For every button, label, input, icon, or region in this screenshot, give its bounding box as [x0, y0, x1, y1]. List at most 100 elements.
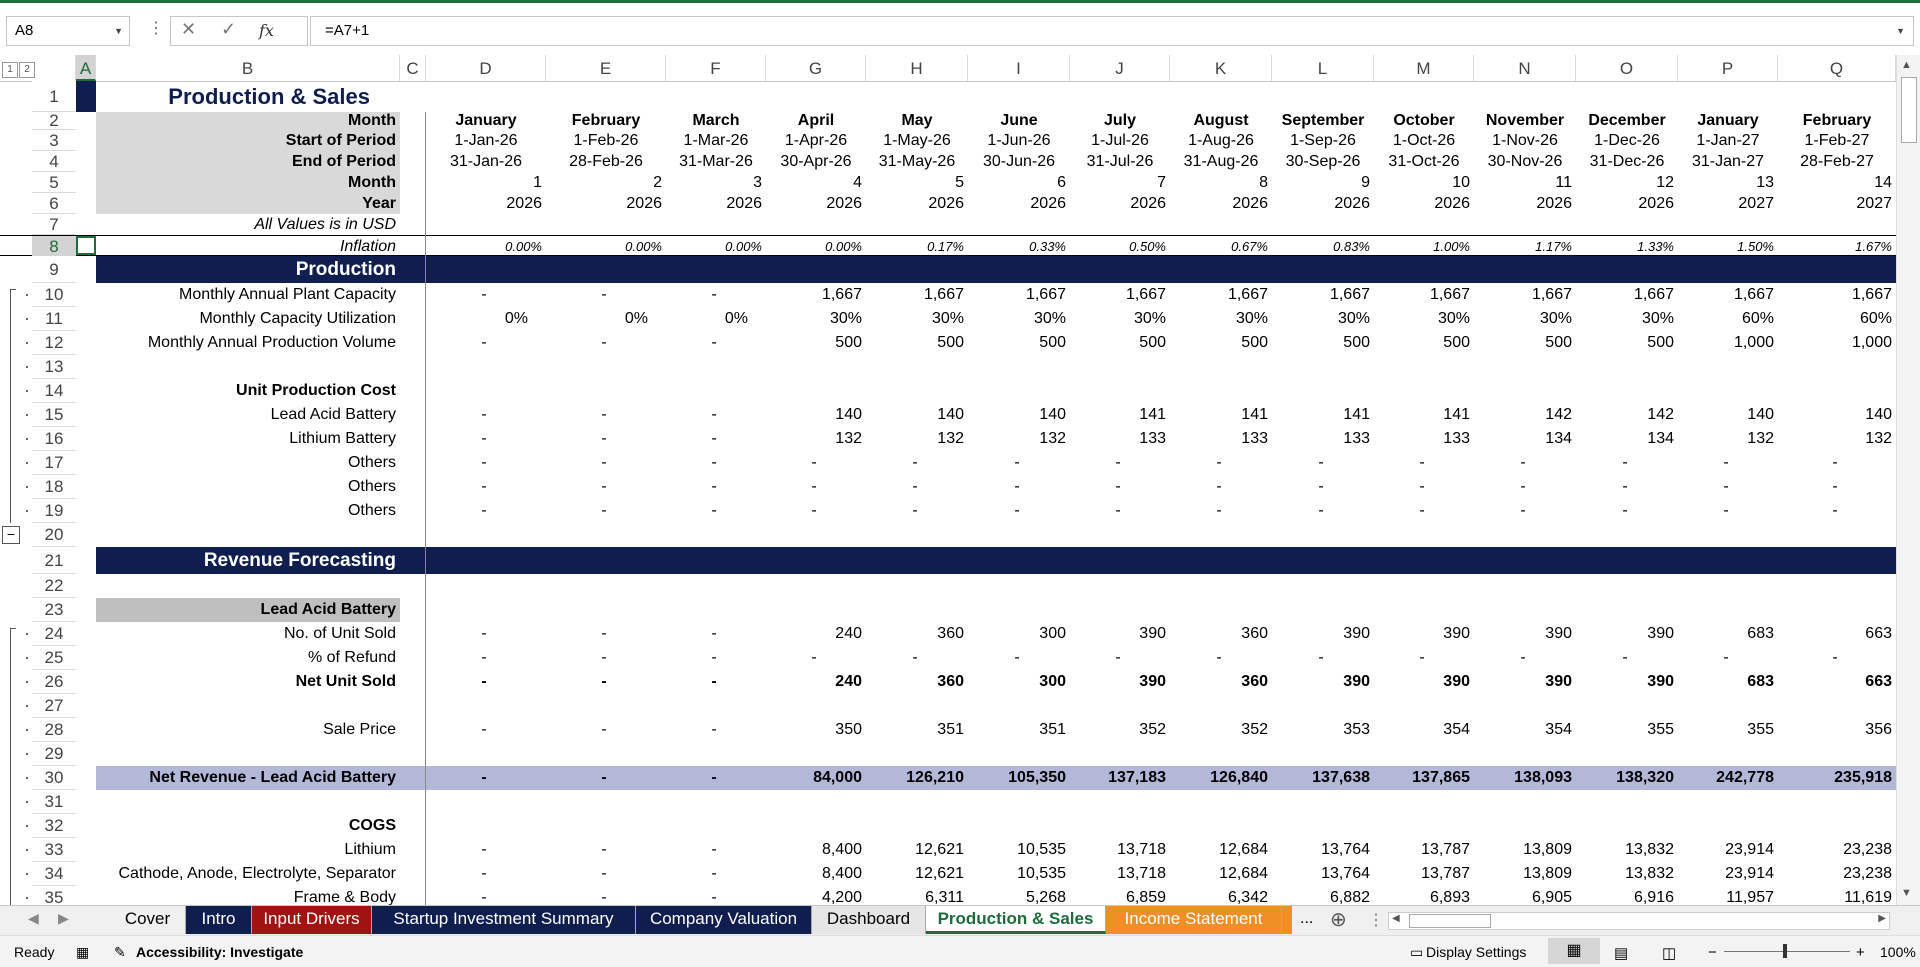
page-break-icon[interactable]: ◫ — [1662, 945, 1677, 962]
data-cell[interactable]: - — [601, 406, 607, 423]
data-cell[interactable]: - — [1115, 502, 1121, 519]
data-cell[interactable]: 2026 — [506, 195, 542, 212]
data-cell[interactable]: 1,667 — [1125, 286, 1166, 303]
data-cell[interactable]: - — [711, 649, 717, 666]
macro-icon[interactable]: ▦ — [76, 944, 90, 960]
row-header[interactable]: 28 — [32, 718, 76, 742]
data-cell[interactable]: - — [1520, 454, 1526, 471]
row-label[interactable]: All Values is in USD — [254, 216, 396, 233]
data-cell[interactable]: 9 — [1361, 174, 1370, 191]
data-cell[interactable]: 1,667 — [1851, 286, 1892, 303]
data-cell[interactable]: 1-May-26 — [883, 132, 951, 149]
data-cell[interactable]: 30% — [1437, 310, 1470, 327]
row-header[interactable]: 3 — [32, 130, 76, 151]
column-header[interactable]: O — [1576, 55, 1678, 81]
data-cell[interactable]: November — [1485, 112, 1565, 129]
data-cell[interactable]: 1.50% — [1737, 239, 1774, 254]
data-cell[interactable]: 13,718 — [1117, 841, 1166, 858]
column-header[interactable]: M — [1374, 55, 1474, 81]
data-cell[interactable]: 390 — [1343, 625, 1370, 642]
data-cell[interactable]: - — [601, 721, 607, 738]
data-cell[interactable]: 30-Nov-26 — [1487, 153, 1563, 170]
check-icon[interactable]: ✓ — [221, 19, 237, 39]
data-cell[interactable]: 2027 — [1856, 195, 1892, 212]
row-header[interactable]: 29 — [32, 742, 76, 766]
row-header[interactable]: 22 — [32, 574, 76, 598]
row-label[interactable]: Unit Production Cost — [236, 382, 396, 399]
data-cell[interactable]: - — [481, 841, 487, 858]
scroll-down-icon[interactable]: ▼ — [1901, 887, 1912, 899]
column-header[interactable]: N — [1474, 55, 1576, 81]
row-label[interactable]: COGS — [348, 817, 396, 834]
data-cell[interactable]: 0.83% — [1333, 239, 1370, 254]
row-label[interactable] — [96, 742, 400, 766]
row-label[interactable] — [96, 523, 400, 547]
data-cell[interactable]: 360 — [937, 625, 964, 642]
row-label[interactable]: Net Revenue - Lead Acid Battery — [149, 769, 396, 786]
add-sheet-icon[interactable]: ⊕ — [1330, 909, 1347, 931]
data-cell[interactable]: 1-Jan-26 — [454, 132, 518, 149]
data-cell[interactable]: - — [1832, 649, 1838, 666]
data-cell[interactable]: 0.67% — [1231, 239, 1268, 254]
data-cell[interactable]: 350 — [835, 721, 862, 738]
sheet-tab[interactable]: Input Drivers — [252, 906, 372, 934]
data-cell[interactable]: 240 — [835, 625, 862, 642]
data-cell[interactable]: - — [912, 454, 918, 471]
data-cell[interactable]: May — [901, 112, 933, 129]
data-cell[interactable]: 4,200 — [821, 889, 862, 905]
data-cell[interactable]: - — [1723, 478, 1729, 495]
data-cell[interactable]: 142 — [1545, 406, 1572, 423]
data-cell[interactable]: 1-Jan-27 — [1696, 132, 1760, 149]
data-cell[interactable]: 140 — [937, 406, 964, 423]
row-header[interactable]: 2 — [32, 112, 76, 130]
data-cell[interactable]: 1,667 — [821, 286, 862, 303]
data-cell[interactable]: 5,268 — [1025, 889, 1066, 905]
data-cell[interactable]: 663 — [1865, 625, 1892, 642]
row-label[interactable]: Lead Acid Battery — [96, 598, 400, 622]
data-cell[interactable]: 28-Feb-26 — [569, 153, 643, 170]
data-cell[interactable]: 1.00% — [1433, 239, 1470, 254]
more-options-icon[interactable]: ⋮ — [148, 20, 164, 37]
data-cell[interactable]: - — [811, 454, 817, 471]
row-header[interactable]: 35 — [32, 886, 76, 905]
data-cell[interactable]: 5 — [955, 174, 964, 191]
data-cell[interactable]: July — [1103, 112, 1136, 129]
column-header[interactable]: I — [968, 55, 1070, 81]
data-cell[interactable]: 500 — [835, 334, 862, 351]
data-cell[interactable]: 140 — [1039, 406, 1066, 423]
data-cell[interactable]: - — [481, 649, 487, 666]
sheet-tab[interactable]: Production & Sales — [926, 906, 1106, 934]
data-cell[interactable]: 390 — [1545, 625, 1572, 642]
data-cell[interactable]: 138,093 — [1514, 769, 1572, 786]
data-cell[interactable]: 30% — [829, 310, 862, 327]
data-cell[interactable]: - — [1216, 454, 1222, 471]
vertical-scroll-thumb[interactable] — [1901, 77, 1917, 143]
data-cell[interactable]: - — [811, 502, 817, 519]
data-cell[interactable]: 1,667 — [1429, 286, 1470, 303]
data-cell[interactable]: 355 — [1647, 721, 1674, 738]
data-cell[interactable]: - — [1216, 649, 1222, 666]
data-cell[interactable]: 134 — [1647, 430, 1674, 447]
data-cell[interactable]: - — [481, 334, 487, 351]
data-cell[interactable]: 360 — [937, 673, 964, 690]
data-cell[interactable]: 2027 — [1738, 195, 1774, 212]
row-header[interactable]: 30 — [32, 766, 76, 790]
data-cell[interactable]: - — [601, 286, 607, 303]
outline-level-1-icon[interactable]: 1 — [2, 62, 18, 78]
collapse-group-icon[interactable]: − — [2, 526, 20, 544]
data-cell[interactable]: 31-May-26 — [878, 153, 956, 170]
row-header[interactable]: 31 — [32, 790, 76, 814]
data-cell[interactable]: - — [1622, 649, 1628, 666]
data-cell[interactable]: 360 — [1241, 673, 1268, 690]
data-cell[interactable]: 390 — [1443, 673, 1470, 690]
data-cell[interactable]: 14 — [1874, 174, 1892, 191]
data-cell[interactable]: - — [1520, 649, 1526, 666]
data-cell[interactable]: 1,000 — [1851, 334, 1892, 351]
data-cell[interactable]: 0.00% — [625, 239, 662, 254]
data-cell[interactable]: June — [1000, 112, 1038, 129]
row-label[interactable]: Month — [96, 112, 400, 130]
row-header[interactable]: 17 — [32, 451, 76, 475]
data-cell[interactable]: 500 — [1039, 334, 1066, 351]
row-header[interactable]: 11 — [32, 307, 76, 331]
